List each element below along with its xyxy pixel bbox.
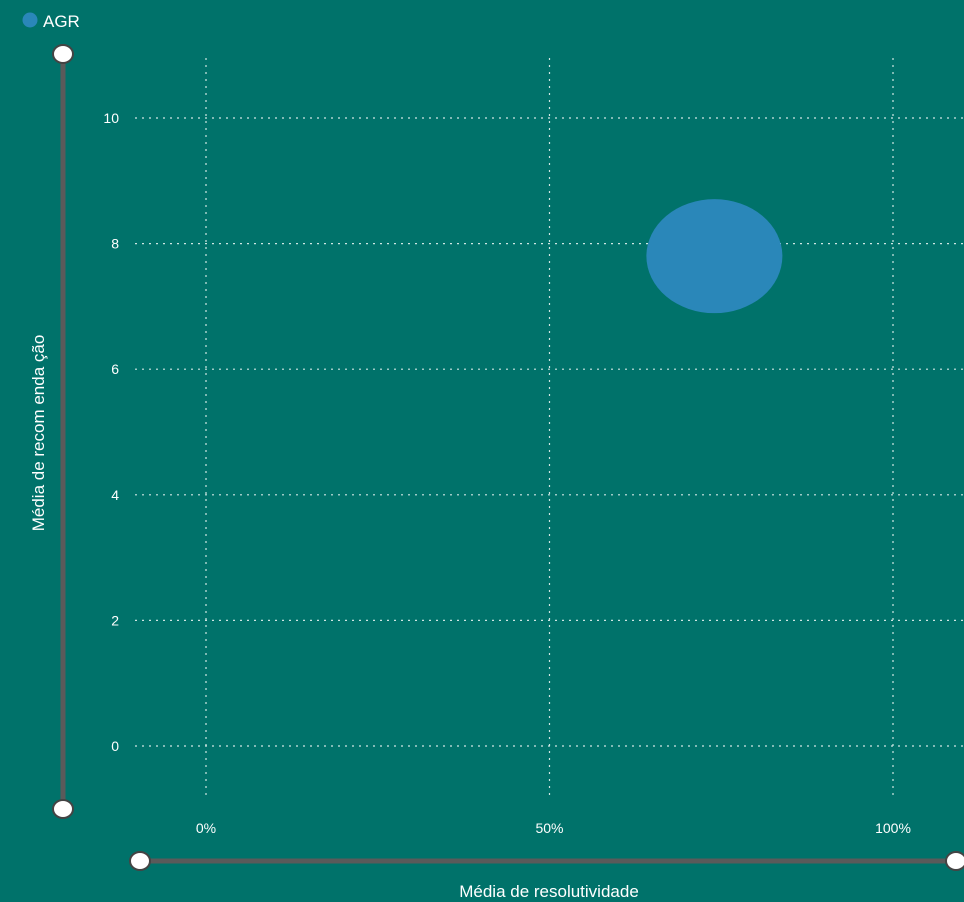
y-slider-handle-bottom[interactable]: [52, 799, 74, 819]
legend-marker-agr: [22, 12, 38, 28]
x-slider-handle-left[interactable]: [129, 851, 151, 871]
x-slider-handle-right[interactable]: [945, 851, 964, 871]
data-point-agr[interactable]: [646, 199, 783, 314]
y-tick-label: 4: [111, 487, 119, 503]
data-points: [646, 199, 783, 314]
y-slider-handle-top[interactable]: [52, 44, 74, 64]
x-axis-title: Média de resolutividade: [459, 882, 639, 901]
y-zoom-slider[interactable]: [52, 44, 74, 819]
y-tick-label: 0: [111, 738, 119, 754]
y-axis-title: Média de recom enda ção: [29, 335, 48, 532]
x-tick-label: 0%: [196, 820, 216, 836]
y-tick-label: 6: [111, 361, 119, 377]
legend-label-agr: AGR: [43, 12, 80, 31]
legend[interactable]: AGR: [22, 12, 80, 31]
x-axis-ticks: 0% 50% 100%: [196, 820, 911, 836]
x-tick-label: 50%: [535, 820, 563, 836]
y-axis-ticks: 0 2 4 6 8 10: [103, 110, 119, 754]
y-tick-label: 10: [103, 110, 119, 126]
y-tick-label: 2: [111, 612, 119, 628]
y-tick-label: 8: [111, 236, 119, 252]
gridlines: [135, 58, 964, 800]
x-zoom-slider[interactable]: [129, 851, 964, 871]
x-tick-label: 100%: [875, 820, 911, 836]
